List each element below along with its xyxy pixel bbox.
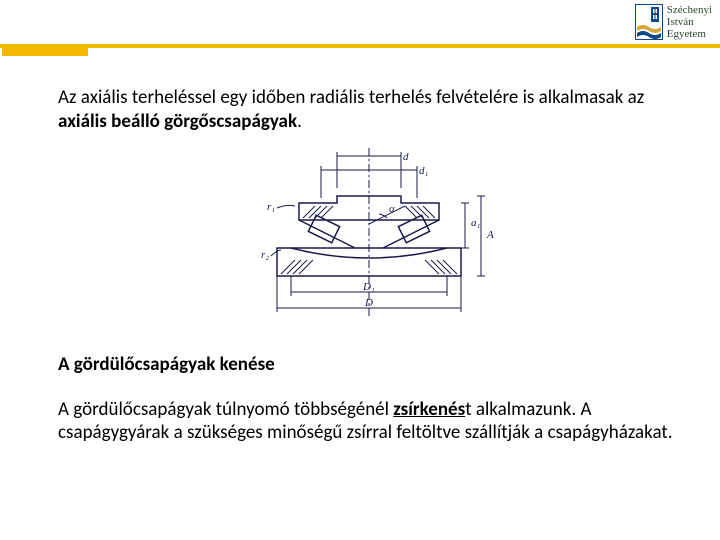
uni-line3: Egyetem (667, 28, 712, 40)
university-name: Széchenyi István Egyetem (667, 4, 712, 40)
svg-text:α: α (389, 203, 395, 215)
svg-text:A: A (486, 229, 494, 241)
p2-text-b: zsírkenés (393, 398, 465, 421)
p1-text-c: . (297, 110, 302, 133)
uni-line2: István (667, 16, 712, 28)
p1-text-a: Az axiális terheléssel egy időben radiál… (58, 86, 644, 109)
section-heading: A gördülőcsapágyak kenése (58, 353, 680, 376)
svg-text:d: d (403, 151, 409, 163)
svg-text:D₁: D₁ (362, 281, 375, 293)
svg-text:r₁: r₁ (267, 201, 275, 213)
svg-text:a₁: a₁ (471, 217, 481, 229)
svg-text:d₁: d₁ (419, 165, 429, 177)
divider-accent (2, 44, 88, 56)
paragraph-1: Az axiális terheléssel egy időben radiál… (58, 86, 680, 134)
p1-text-b: axiális beálló görgőscsapágyak (58, 110, 297, 133)
divider-bar (0, 44, 720, 48)
university-logo (635, 4, 663, 40)
svg-text:D: D (364, 297, 373, 309)
p2-text-a: A gördülőcsapágyak túlnyomó többségénél (58, 398, 393, 421)
bearing-diagram: d d₁ (58, 148, 680, 323)
paragraph-2: A gördülőcsapágyak túlnyomó többségénél … (58, 398, 680, 446)
uni-line1: Széchenyi (667, 4, 712, 16)
svg-text:r₂: r₂ (261, 249, 269, 261)
header: Széchenyi István Egyetem (635, 0, 720, 40)
slide-content: Az axiális terheléssel egy időben radiál… (58, 86, 680, 459)
